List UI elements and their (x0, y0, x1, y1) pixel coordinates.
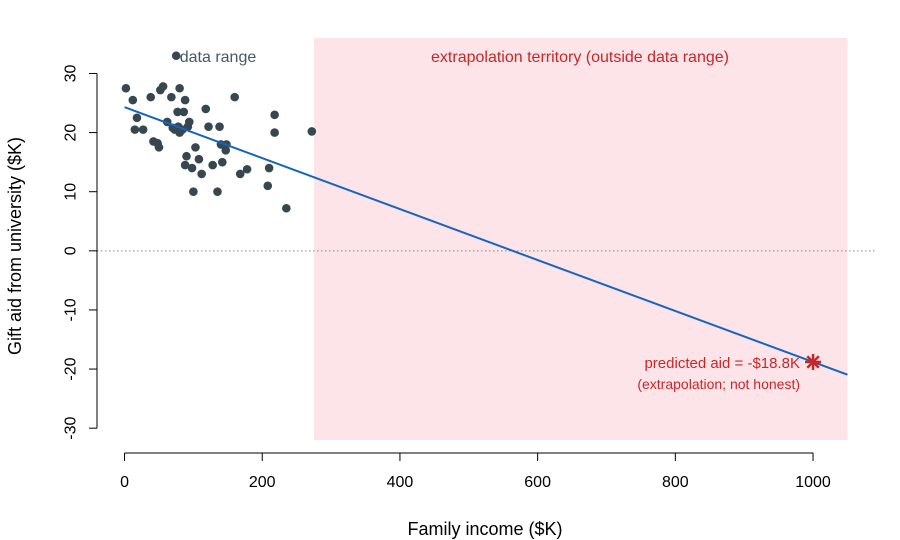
y-tick-label: 10 (63, 183, 80, 201)
data-point (215, 122, 224, 131)
data-point (175, 83, 184, 93)
data-point (235, 169, 245, 179)
x-tick-label: 200 (249, 474, 276, 491)
y-axis: -30 -20 -10 0 10 20 30 (63, 64, 98, 440)
data-point (263, 181, 273, 191)
x-tick-label: 1000 (795, 474, 831, 491)
data-point (213, 187, 222, 197)
data-point (191, 143, 200, 152)
annotation-extrapolation-territory: extrapolation territory (outside data ra… (431, 49, 729, 66)
predicted-point-marker (805, 353, 822, 370)
y-tick-label: -30 (63, 417, 80, 440)
data-point (242, 164, 252, 174)
data-point (201, 104, 211, 114)
data-point (208, 160, 217, 170)
data-point (146, 92, 156, 102)
data-point (194, 154, 204, 164)
x-tick-label: 0 (120, 474, 129, 491)
y-tick-label: -20 (63, 357, 80, 380)
data-point (230, 92, 239, 102)
data-point (184, 117, 194, 127)
data-point (182, 151, 191, 161)
data-point (282, 203, 291, 213)
y-tick-label: -10 (63, 298, 80, 321)
data-point (307, 127, 317, 136)
data-point (197, 169, 206, 179)
data-point (130, 125, 140, 134)
data-point (204, 122, 213, 131)
data-point (121, 83, 131, 93)
data-point (179, 107, 189, 117)
annotation-extrapolation-caveat: (extrapolation; not honest) (637, 376, 800, 392)
y-tick-label: 30 (63, 64, 80, 82)
data-point (264, 163, 274, 173)
data-point (180, 160, 190, 170)
data-point (218, 157, 227, 167)
x-tick-label: 400 (387, 474, 414, 491)
predicted-point-stroke (806, 355, 820, 369)
x-tick-label: 800 (662, 474, 689, 491)
annotation-data-range: data range (180, 49, 257, 66)
data-point (189, 187, 198, 197)
data-point (270, 128, 279, 137)
data-point (171, 51, 181, 61)
x-tick-label: 600 (524, 474, 551, 491)
regression-line (124, 106, 848, 376)
data-point (128, 95, 138, 105)
data-point (167, 92, 176, 102)
y-tick-label: 20 (63, 124, 80, 142)
x-axis-title: Family income ($K) (407, 519, 562, 539)
data-point (158, 82, 168, 91)
y-axis-title: Gift aid from university ($K) (5, 137, 25, 355)
data-points (121, 51, 317, 213)
data-point (187, 163, 197, 173)
data-point (132, 113, 142, 123)
data-point (180, 95, 190, 105)
y-tick-label: 0 (63, 246, 80, 255)
data-point (154, 143, 164, 152)
x-axis: 0 200 400 600 800 1000 (120, 452, 831, 491)
data-point (270, 110, 279, 120)
data-point (138, 125, 148, 134)
annotation-predicted-aid: predicted aid = -$18.8K (644, 355, 800, 372)
data-point (173, 107, 182, 117)
extrapolation-region (313, 38, 848, 440)
